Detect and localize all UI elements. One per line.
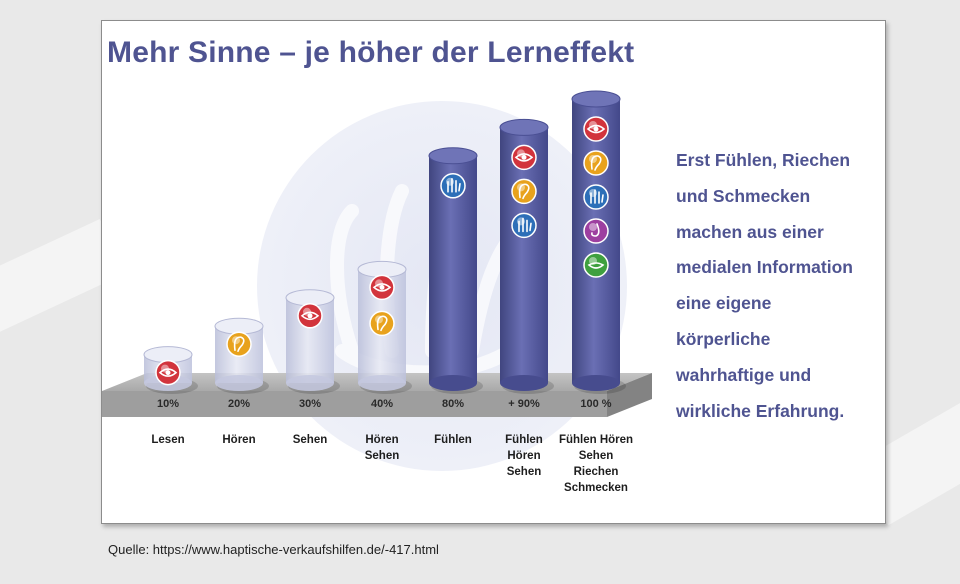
category-label: Hören (222, 434, 255, 446)
learning-effect-chart: 10% 20% 30% 40% 80% + 90% 100 % Lesen Hören Sehe… (102, 90, 652, 494)
side-text-line: Erst Fühlen, Riechen (676, 150, 851, 170)
category-label: Lesen (151, 434, 184, 446)
ear-icon (511, 178, 537, 205)
category-label: Schmecken (564, 482, 628, 494)
hand-icon (511, 212, 537, 239)
category-label: Sehen (293, 434, 328, 446)
category-label: Sehen (507, 466, 542, 478)
side-text-line: körperliche (676, 328, 771, 349)
category-label: Hören (365, 434, 398, 446)
side-text-line: wirkliche Erfahrung. (676, 400, 845, 421)
eye-icon (369, 274, 395, 301)
eye-icon (155, 359, 181, 386)
slide: Mehr Sinne – je höher der Lerneffekt (101, 20, 886, 524)
value-label: 20% (228, 398, 250, 410)
side-text-line: und Schmecken (676, 185, 811, 206)
source-footnote: Quelle: https://www.haptische-verkaufshi… (108, 542, 439, 557)
value-label: 100 % (580, 398, 611, 410)
category-label: Fühlen (505, 434, 543, 446)
value-label: 40% (371, 398, 393, 410)
ear-icon (583, 150, 609, 176)
eye-icon (297, 303, 323, 329)
category-label: Hören (507, 450, 540, 462)
nose-icon (583, 218, 609, 244)
ear-icon (226, 331, 252, 357)
eye-icon (511, 144, 537, 171)
category-label: Fühlen Hören (559, 434, 633, 446)
mouth-icon (583, 252, 609, 278)
value-label: + 90% (508, 398, 540, 410)
hand-icon (583, 184, 609, 210)
hand-icon (440, 173, 466, 199)
side-text-line: medialen Information (676, 257, 853, 278)
slide-title: Mehr Sinne – je höher der Lerneffekt (107, 36, 635, 69)
eye-icon (583, 116, 609, 142)
ear-icon (369, 310, 395, 337)
side-text-line: eine eigene (676, 293, 772, 314)
side-text-line: wahrhaftige und (676, 364, 812, 385)
category-label: Fühlen (434, 434, 472, 446)
side-text-line: machen aus einer (676, 221, 824, 242)
value-label: 10% (157, 398, 179, 410)
side-text: Erst Fühlen, Riechen und Schmecken mache… (676, 143, 881, 429)
category-label: Sehen (365, 450, 400, 462)
value-label: 30% (299, 398, 321, 410)
category-label: Sehen (579, 450, 614, 462)
bar (285, 289, 340, 394)
value-label: 80% (442, 398, 464, 410)
category-label: Riechen (574, 466, 619, 478)
